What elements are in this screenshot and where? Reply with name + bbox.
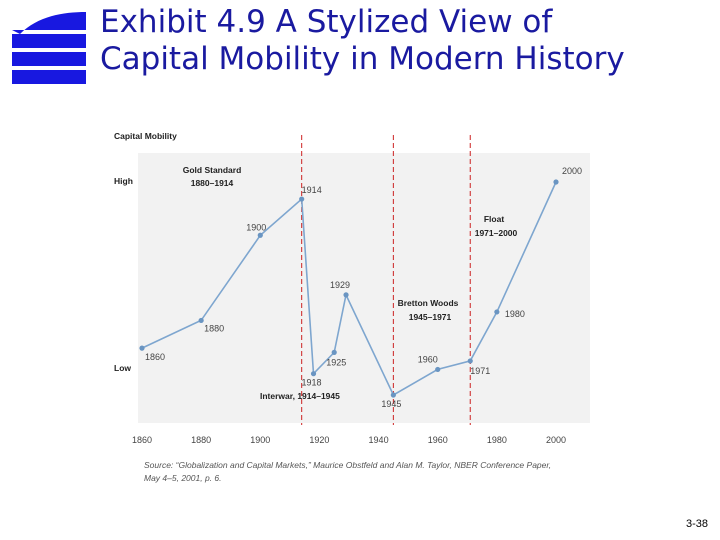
annotation-float-line1: Float: [484, 214, 504, 224]
chart-title: Capital Mobility: [114, 131, 177, 141]
series-line: [141, 181, 557, 397]
slide-title: Exhibit 4.9 A Stylized View of Capital M…: [100, 4, 710, 78]
annotation-bretton-woods-line2: 1945–1971: [409, 312, 452, 322]
data-point-1960: [435, 366, 441, 373]
data-point-1925: [331, 349, 337, 355]
x-tick-1940: 1940: [369, 435, 389, 445]
data-point-1914: [299, 196, 305, 202]
point-label-1945: 1945: [381, 399, 401, 409]
annotation-gold-standard-line2: 1880–1914: [191, 178, 234, 188]
data-point-1918: [310, 371, 317, 377]
point-label-1900: 1900: [246, 222, 266, 232]
capital-mobility-chart: Capital Mobility High Low 1860 1880 1900 19…: [114, 131, 590, 483]
point-label-1960: 1960: [418, 354, 438, 364]
point-label-1980: 1980: [505, 309, 525, 319]
x-tick-1880: 1880: [191, 435, 211, 445]
data-point-1900: [257, 232, 263, 238]
data-point-1860: [139, 345, 145, 351]
x-tick-1920: 1920: [309, 435, 329, 445]
source-line-2: May 4–5, 2001, p. 6.: [144, 473, 222, 483]
data-point-1971: [467, 358, 473, 364]
point-label-1880: 1880: [204, 323, 224, 333]
data-point-1945: [390, 392, 396, 398]
point-label-1925: 1925: [326, 357, 346, 367]
data-point-1929: [343, 292, 349, 298]
x-tick-1960: 1960: [428, 435, 448, 445]
annotation-interwar: Interwar, 1914–1945: [260, 391, 340, 401]
slide-title-line-1: Exhibit 4.9 A Stylized View of: [100, 4, 553, 40]
point-label-1918: 1918: [301, 378, 321, 388]
data-point-1880: [198, 317, 204, 324]
x-tick-1860: 1860: [132, 435, 152, 445]
x-tick-1980: 1980: [487, 435, 507, 445]
y-tick-high: High: [114, 176, 133, 186]
source-line-1: Source: “Globalization and Capital Marke…: [144, 460, 551, 470]
page-number: 3-38: [685, 518, 708, 530]
x-tick-1900: 1900: [250, 435, 270, 445]
point-label-1929: 1929: [330, 280, 350, 290]
point-label-1971: 1971: [470, 366, 490, 376]
annotation-gold-standard-line1: Gold Standard: [183, 165, 242, 175]
data-point-2000: [553, 179, 559, 185]
data-point-1980: [494, 309, 500, 315]
y-tick-low: Low: [114, 363, 131, 373]
annotation-bretton-woods-line1: Bretton Woods: [398, 298, 459, 308]
x-tick-2000: 2000: [546, 435, 566, 445]
point-label-1860: 1860: [145, 352, 165, 362]
slide-title-line-2: Capital Mobility in Modern History: [100, 41, 625, 77]
plot-area: [138, 153, 590, 423]
point-label-1914: 1914: [302, 185, 322, 195]
annotation-float-line2: 1971–2000: [475, 228, 518, 238]
point-label-2000: 2000: [562, 166, 582, 176]
logo-icon: [12, 12, 86, 84]
